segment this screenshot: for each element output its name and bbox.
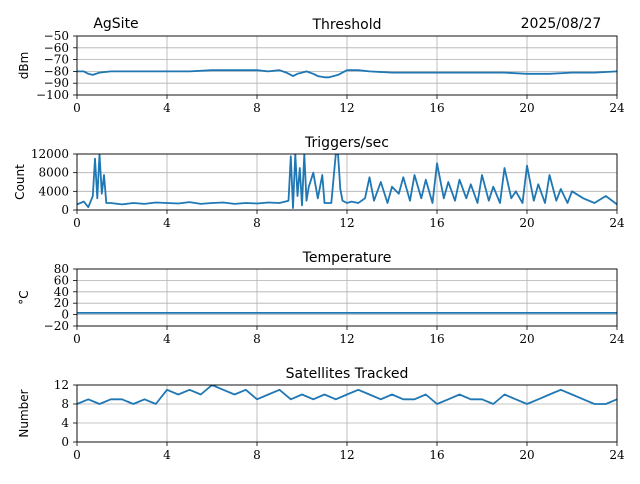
y-axis-label: °C bbox=[17, 290, 31, 304]
y-tick-label: 40 bbox=[54, 285, 69, 299]
x-tick-label: 4 bbox=[163, 101, 171, 115]
series-line bbox=[77, 385, 617, 405]
x-tick-label: 12 bbox=[339, 332, 354, 346]
site-label: AgSite bbox=[93, 16, 138, 32]
y-tick-label: 4000 bbox=[38, 184, 69, 198]
series-line bbox=[77, 69, 617, 79]
y-tick-label: 4 bbox=[61, 416, 69, 430]
y-axis-label: dBm bbox=[17, 52, 31, 80]
x-tick-label: 8 bbox=[253, 101, 261, 115]
y-tick-label: 0 bbox=[61, 203, 69, 217]
x-tick-label: 4 bbox=[163, 216, 171, 230]
x-tick-label: 20 bbox=[519, 332, 534, 346]
y-tick-label: −70 bbox=[44, 53, 69, 67]
y-tick-label: −60 bbox=[44, 41, 69, 55]
x-tick-label: 16 bbox=[429, 448, 444, 462]
x-tick-label: 0 bbox=[73, 101, 81, 115]
x-tick-label: 8 bbox=[253, 216, 261, 230]
panel-title: Satellites Tracked bbox=[286, 366, 409, 382]
chart-panel: Threshold 0 4 8 12 16 20 24 −50−60−70−80−90−100 d… bbox=[17, 17, 625, 115]
y-tick-label: 12 bbox=[54, 378, 69, 392]
x-tick-label: 24 bbox=[609, 448, 625, 462]
y-tick-label: 0 bbox=[61, 308, 69, 322]
x-tick-label: 16 bbox=[429, 216, 444, 230]
x-tick-label: 16 bbox=[429, 332, 444, 346]
y-tick-label: −20 bbox=[44, 319, 69, 333]
plot-frame bbox=[76, 35, 618, 96]
chart-panel: Triggers/sec 0 4 8 12 16 20 24 0 4000 8000 12000 Cou… bbox=[13, 135, 625, 230]
x-tick-label: 20 bbox=[519, 101, 534, 115]
plot-frame bbox=[76, 268, 618, 327]
y-axis-label: Count bbox=[13, 164, 27, 200]
chart-panel: Satellites Tracked 0 4 8 12 16 20 24 0 4 8 12 Number bbox=[17, 366, 625, 462]
x-tick-label: 8 bbox=[253, 332, 261, 346]
x-tick-label: 20 bbox=[519, 216, 534, 230]
x-tick-label: 8 bbox=[253, 448, 261, 462]
x-tick-label: 24 bbox=[609, 216, 625, 230]
y-tick-label: 20 bbox=[54, 296, 69, 310]
x-tick-label: 24 bbox=[609, 332, 625, 346]
x-tick-label: 0 bbox=[73, 216, 81, 230]
date-label: 2025/08/27 bbox=[521, 16, 602, 32]
y-tick-label: −50 bbox=[44, 29, 69, 43]
plot-frame bbox=[76, 153, 618, 211]
x-tick-label: 12 bbox=[339, 448, 354, 462]
y-tick-label: −90 bbox=[44, 76, 69, 90]
panel-title: Threshold bbox=[312, 17, 382, 33]
y-tick-label: −100 bbox=[36, 88, 69, 102]
x-tick-label: 12 bbox=[339, 216, 354, 230]
y-axis-label: Number bbox=[17, 389, 31, 437]
y-tick-label: 8 bbox=[61, 397, 69, 411]
y-tick-label: 0 bbox=[61, 435, 69, 449]
chart-panels: Threshold 0 4 8 12 16 20 24 −50−60−70−80−90−100 d… bbox=[13, 17, 625, 462]
y-tick-label: 80 bbox=[54, 262, 69, 276]
y-tick-label: 60 bbox=[54, 273, 69, 287]
x-tick-label: 16 bbox=[429, 101, 444, 115]
panel-title: Temperature bbox=[302, 250, 392, 266]
x-tick-label: 12 bbox=[339, 101, 354, 115]
y-tick-label: 12000 bbox=[31, 147, 69, 161]
x-tick-label: 0 bbox=[73, 332, 81, 346]
x-tick-label: 20 bbox=[519, 448, 534, 462]
plot-frame bbox=[76, 384, 618, 443]
y-tick-label: −80 bbox=[44, 64, 69, 78]
x-tick-label: 0 bbox=[73, 448, 81, 462]
y-tick-label: 8000 bbox=[38, 166, 69, 180]
panel-title: Triggers/sec bbox=[304, 135, 389, 151]
series-line bbox=[77, 154, 617, 210]
x-tick-label: 4 bbox=[163, 448, 171, 462]
x-tick-label: 24 bbox=[609, 101, 625, 115]
x-tick-label: 4 bbox=[163, 332, 171, 346]
